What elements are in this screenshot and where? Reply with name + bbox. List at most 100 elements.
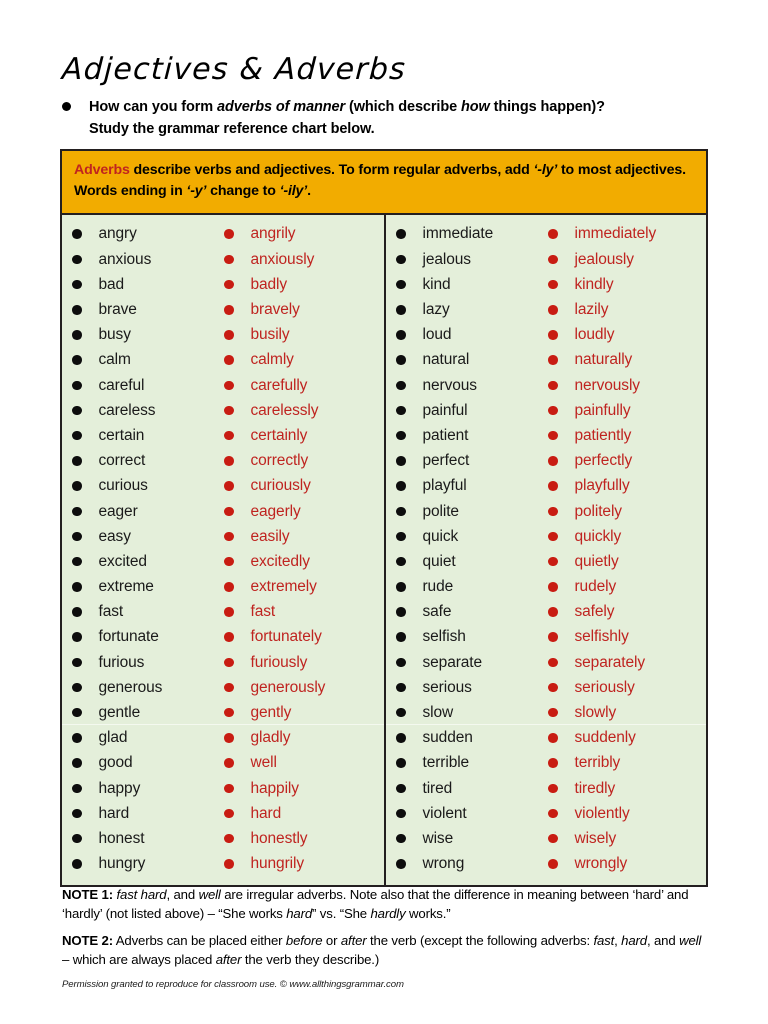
adverb-word: happily <box>250 779 300 797</box>
adverb-word: wrongly <box>574 855 628 873</box>
adverb-cell: selfishly <box>548 629 706 645</box>
adjective-word: lazy <box>422 301 450 318</box>
adverb-word: separately <box>574 653 646 671</box>
adverb-cell: carefully <box>224 378 384 394</box>
adverb-cell: suddenly <box>548 730 706 746</box>
adverb-word: eagerly <box>250 502 301 520</box>
note-2-i4: hard <box>621 933 647 949</box>
adjective-cell: brave <box>72 302 224 318</box>
adverb-cell: easily <box>224 529 384 545</box>
red-bullet-icon <box>548 783 558 794</box>
adverb-cell: nervously <box>548 378 706 394</box>
red-bullet-icon <box>224 657 234 668</box>
adjective-word: separate <box>422 653 483 671</box>
adjective-cell: careless <box>72 403 224 419</box>
notes-section: NOTE 1: fast hard, and well are irregula… <box>62 886 710 990</box>
adjective-word: hard <box>98 804 130 822</box>
adverb-word: easily <box>250 527 290 545</box>
red-bullet-icon <box>548 531 558 542</box>
adverb-cell: extremely <box>224 579 384 595</box>
adjective-cell: kind <box>396 277 548 293</box>
adjective-cell: wrong <box>396 856 548 872</box>
red-bullet-icon <box>224 556 234 567</box>
adjective-word: angry <box>98 225 137 243</box>
intro-bold-term: adverbs of manner <box>217 99 346 115</box>
red-bullet-icon <box>224 430 234 441</box>
adverb-cell: excitedly <box>224 554 384 570</box>
adverb-cell: fortunately <box>224 629 384 645</box>
adjective-word: sudden <box>422 729 473 747</box>
red-bullet-icon <box>548 707 558 717</box>
adverb-cell: quickly <box>548 529 706 545</box>
table-row: furious furiously <box>62 650 384 675</box>
adjective-cell: curious <box>72 478 224 494</box>
adjective-word: glad <box>98 729 128 747</box>
adjective-cell: wise <box>396 831 548 847</box>
adjective-cell: selfish <box>396 629 548 645</box>
adverb-word: naturally <box>574 351 633 369</box>
banner-text-1: describe verbs and adjectives. To form r… <box>129 162 534 178</box>
adverb-cell: kindly <box>548 277 706 293</box>
adverb-word: playfully <box>574 477 630 495</box>
red-bullet-icon <box>224 229 234 239</box>
table-row: extreme extremely <box>62 574 384 599</box>
adjective-cell: happy <box>72 781 224 797</box>
adjective-word: rude <box>422 578 454 596</box>
adverb-word: safely <box>574 603 615 621</box>
adverb-word: loudly <box>574 326 615 344</box>
adjective-word: perfect <box>422 452 470 470</box>
adjective-cell: easy <box>72 529 224 545</box>
red-bullet-icon <box>224 254 234 265</box>
table-row: quiet quietly <box>386 549 706 574</box>
adjective-word: excited <box>98 552 148 570</box>
adverb-word: honestly <box>250 829 308 847</box>
adjective-word: curious <box>98 477 148 495</box>
bullet-icon <box>62 102 71 111</box>
table-row: kind kindly <box>386 272 706 297</box>
adjective-word: bad <box>98 275 125 293</box>
adjective-word: terrible <box>422 754 470 772</box>
black-bullet-icon <box>72 456 82 466</box>
table-row: loud loudly <box>386 322 706 347</box>
adjective-cell: eager <box>72 503 224 520</box>
adverb-cell: fast <box>224 604 384 620</box>
red-bullet-icon <box>224 707 234 717</box>
red-bullet-icon <box>548 556 558 567</box>
note-2-b: or <box>322 933 341 949</box>
adjective-cell: honest <box>72 831 224 847</box>
note-1: NOTE 1: fast hard, and well are irregula… <box>62 886 710 923</box>
adjective-word: calm <box>98 351 131 369</box>
table-row: selfish selfishly <box>386 625 706 650</box>
adjective-word: quick <box>422 527 459 545</box>
red-bullet-icon <box>224 632 234 642</box>
adverb-word: wisely <box>574 829 617 847</box>
red-bullet-icon <box>548 632 558 642</box>
adjective-word: gentle <box>98 703 141 721</box>
red-bullet-icon <box>548 607 558 617</box>
black-bullet-icon <box>72 833 82 844</box>
black-bullet-icon <box>396 531 406 542</box>
adjective-word: painful <box>422 401 468 419</box>
table-row: curious curiously <box>62 473 384 498</box>
adverb-cell: playfully <box>548 478 706 494</box>
adverb-cell: perfectly <box>548 453 706 469</box>
table-row: polite politely <box>386 499 706 524</box>
table-row: separate separately <box>386 650 706 675</box>
adjective-word: immediate <box>422 225 494 243</box>
red-bullet-icon <box>548 808 558 819</box>
black-bullet-icon <box>396 808 406 819</box>
red-bullet-icon <box>548 682 558 693</box>
note-2-i6: after <box>215 952 242 968</box>
table-row: calm calmly <box>62 348 384 373</box>
adjective-cell: hard <box>72 806 224 822</box>
word-column-left: angry angrily anxious anxiously bad badly brav… <box>62 215 384 886</box>
adjective-cell: sudden <box>396 730 548 746</box>
table-row: nervous nervously <box>386 373 706 398</box>
table-row: lazy lazily <box>386 297 706 322</box>
adjective-cell: furious <box>72 655 224 671</box>
black-bullet-icon <box>72 707 82 717</box>
word-column-right: immediate immediately jealous jealously kind… <box>384 214 706 886</box>
table-row: correct correctly <box>62 448 384 473</box>
adjective-cell: extreme <box>72 579 224 595</box>
black-bullet-icon <box>72 632 82 642</box>
